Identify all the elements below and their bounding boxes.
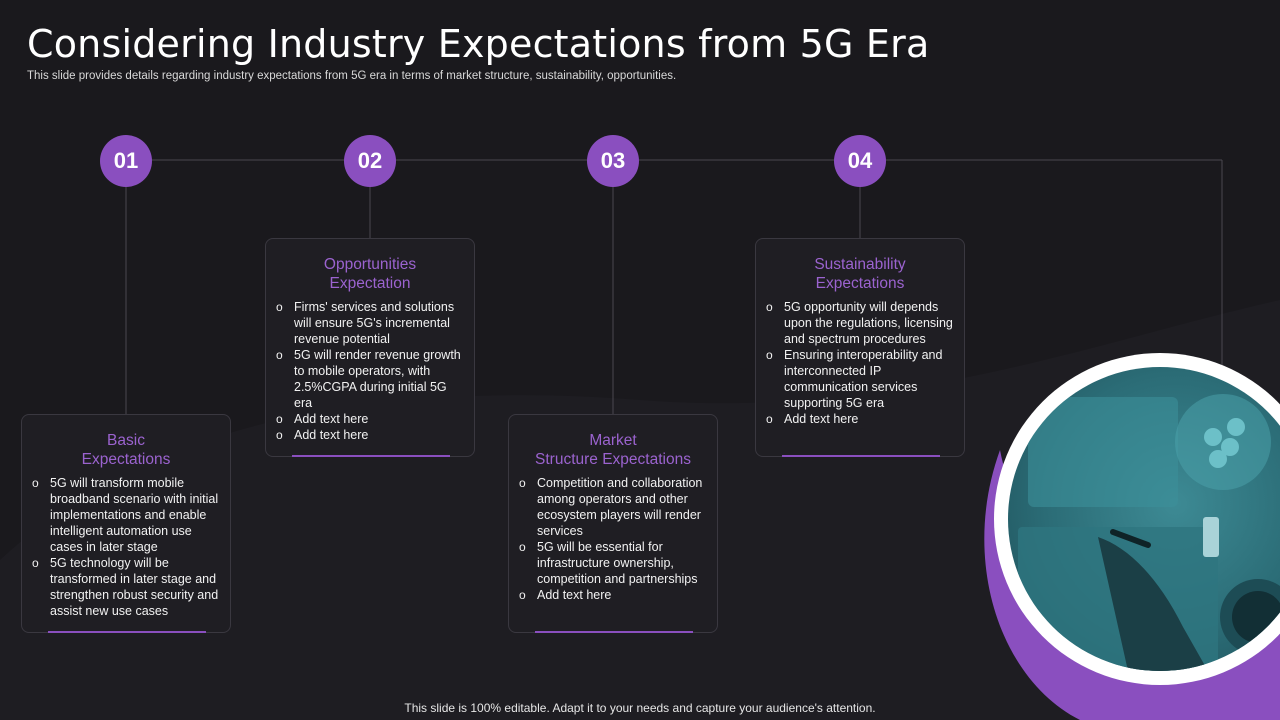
bullet-list: 5G will transform mobile broadband scena… xyxy=(32,475,220,619)
bullet-item: 5G technology will be transformed in lat… xyxy=(32,555,220,619)
bullet-list: 5G opportunity will depends upon the reg… xyxy=(766,299,954,427)
step-badge-01: 01 xyxy=(100,135,152,187)
card-heading: Market Structure Expectations xyxy=(519,431,707,469)
bullet-item: Ensuring interoperability and interconne… xyxy=(766,347,954,411)
bullet-item: 5G will render revenue growth to mobile … xyxy=(276,347,464,411)
card-accent-underline xyxy=(48,631,206,633)
step-badge-03: 03 xyxy=(587,135,639,187)
step-badge-02: 02 xyxy=(344,135,396,187)
bullet-item: 5G opportunity will depends upon the reg… xyxy=(766,299,954,347)
bullet-item: Add text here xyxy=(276,427,464,443)
footer-note: This slide is 100% editable. Adapt it to… xyxy=(404,701,876,715)
card-opportunities-expectation: Opportunities Expectation Firms' service… xyxy=(265,238,475,457)
bullet-list: Competition and collaboration among oper… xyxy=(519,475,707,603)
step-badge-04: 04 xyxy=(834,135,886,187)
card-basic-expectations: Basic Expectations 5G will transform mob… xyxy=(21,414,231,633)
card-market-structure-expectations: Market Structure Expectations Competitio… xyxy=(508,414,718,633)
bullet-item: Add text here xyxy=(276,411,464,427)
card-heading-line: Expectation xyxy=(329,275,411,292)
card-heading-line: Market xyxy=(589,432,637,449)
card-heading-line: Expectations xyxy=(815,275,905,292)
card-heading-line: Opportunities xyxy=(323,256,417,273)
page-title: Considering Industry Expectations from 5… xyxy=(27,22,930,66)
card-sustainability-expectations: Sustainability Expectations 5G opportuni… xyxy=(755,238,965,457)
card-heading: Sustainability Expectations xyxy=(766,255,954,293)
bullet-item: Add text here xyxy=(519,587,707,603)
card-accent-underline xyxy=(292,455,450,457)
bullet-item: Competition and collaboration among oper… xyxy=(519,475,707,539)
card-heading-line: Structure Expectations xyxy=(535,451,691,468)
card-accent-underline xyxy=(535,631,693,633)
bullet-list: Firms' services and solutions will ensur… xyxy=(276,299,464,443)
card-heading-line: Expectations xyxy=(81,451,171,468)
bullet-item: 5G will be essential for infrastructure … xyxy=(519,539,707,587)
card-heading: Basic Expectations xyxy=(32,431,220,469)
desk-photo-illustration xyxy=(1018,394,1280,671)
photo-frame xyxy=(994,353,1280,685)
card-heading: Opportunities Expectation xyxy=(276,255,464,293)
desk-photo xyxy=(1008,367,1280,671)
bullet-item: 5G will transform mobile broadband scena… xyxy=(32,475,220,555)
bullet-item: Add text here xyxy=(766,411,954,427)
card-heading-line: Sustainability xyxy=(814,256,906,273)
bullet-item: Firms' services and solutions will ensur… xyxy=(276,299,464,347)
card-heading-line: Basic xyxy=(107,432,145,449)
page-subtitle: This slide provides details regarding in… xyxy=(27,70,677,82)
card-accent-underline xyxy=(782,455,940,457)
